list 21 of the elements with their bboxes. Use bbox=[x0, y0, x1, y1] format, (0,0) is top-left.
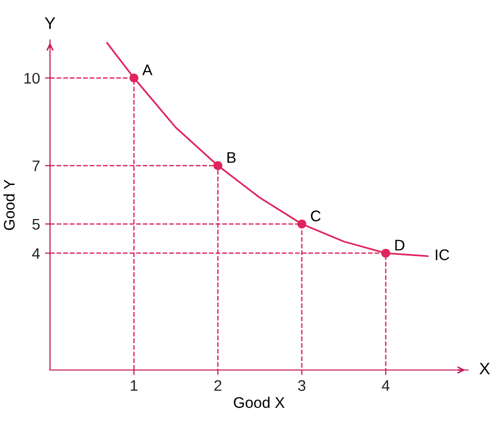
x-tick-label: 3 bbox=[298, 380, 306, 391]
text: X bbox=[479, 362, 490, 374]
y-tick-label: 7 bbox=[32, 160, 40, 172]
y-tick-label: 10 bbox=[24, 72, 40, 84]
x-tick-label: 4 bbox=[382, 380, 390, 391]
point bbox=[381, 248, 390, 258]
x-axis-title: Good X bbox=[234, 396, 285, 408]
y-tick-label: 5 bbox=[32, 219, 40, 230]
point bbox=[213, 161, 222, 170]
x-tick-label: 1 bbox=[130, 380, 138, 391]
y-axis-title: Good Y bbox=[3, 180, 15, 230]
x-tick-label: 2 bbox=[214, 380, 222, 391]
annotation: A bbox=[142, 64, 152, 76]
annotation: D bbox=[395, 240, 404, 250]
point bbox=[129, 73, 138, 82]
series-label: IC bbox=[436, 249, 450, 260]
text: Y bbox=[44, 17, 56, 29]
annotation: B bbox=[227, 152, 236, 163]
annotation: C bbox=[310, 210, 321, 222]
y-tick-label: 4 bbox=[32, 248, 40, 259]
point bbox=[297, 219, 306, 228]
